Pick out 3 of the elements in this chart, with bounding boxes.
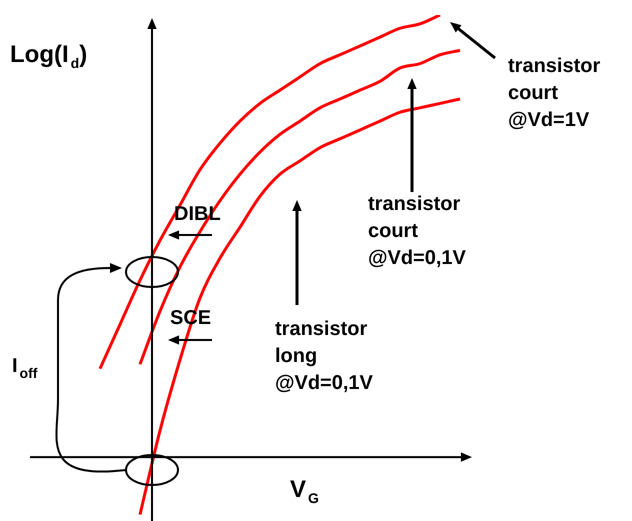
text: transistor court @Vd=1V <box>508 55 600 131</box>
annotation: transistor court @Vd=0,1V <box>368 193 467 269</box>
annotation: transistor long @Vd=0,1V <box>275 318 374 394</box>
